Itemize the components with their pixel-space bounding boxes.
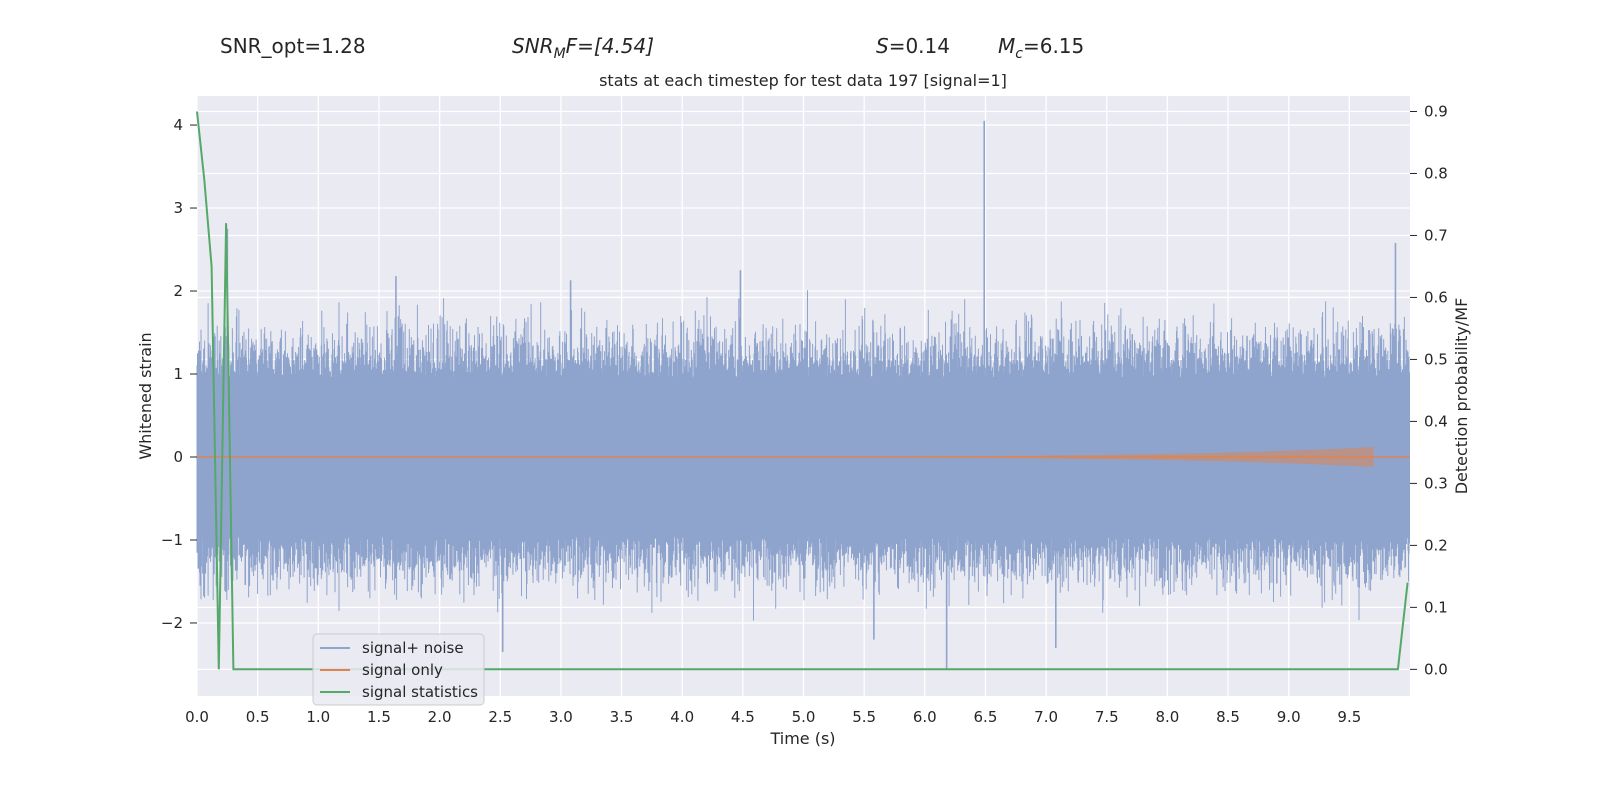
y-left-tick-label: 4 — [173, 116, 183, 134]
y-right-tick-label: 0.3 — [1424, 474, 1448, 492]
y-left-tick-label: 1 — [173, 365, 183, 383]
legend-label-signal-statistics: signal statistics — [362, 683, 478, 701]
y-left-tick-label: −2 — [161, 614, 183, 632]
x-tick-label: 2.0 — [428, 708, 452, 726]
y-right-tick-label: 0.7 — [1424, 226, 1448, 244]
s-label: S=0.14 — [876, 34, 950, 58]
y-right-axis-label: Detection probability/MF — [1452, 298, 1471, 495]
statistics-line — [196, 111, 1409, 671]
legend-box — [312, 633, 485, 706]
x-tick-label: 8.0 — [1155, 708, 1179, 726]
y-left-tick-label: −1 — [161, 531, 183, 549]
series-signal-statistics — [196, 111, 1409, 671]
x-tick-label: 5.5 — [852, 708, 876, 726]
y-left-axis-label: Whitened strain — [136, 332, 155, 459]
y-left-axis-ticks: 4 3 2 1 0 −1 −2 — [161, 116, 197, 632]
legend-label-signal-noise: signal+ noise — [362, 639, 464, 657]
x-tick-label: 4.5 — [731, 708, 755, 726]
x-tick-label: 4.0 — [670, 708, 694, 726]
x-tick-label: 7.5 — [1095, 708, 1119, 726]
legend: signal+ noise signal only signal statist… — [312, 633, 485, 706]
y-left-tick-label: 0 — [173, 448, 183, 466]
x-axis-label: Time (s) — [769, 729, 835, 748]
y-right-tick-label: 0.1 — [1424, 598, 1448, 616]
y-right-tick-label: 0.8 — [1424, 164, 1448, 182]
y-right-tick-label: 0.9 — [1424, 102, 1448, 120]
x-axis-ticks: 0.0 0.5 1.0 1.5 2.0 2.5 3.0 3.5 4.0 4.5 5.0 5.5 6.0 6… — [185, 708, 1361, 726]
snr-mf-label: SNRMF=[4.54] — [512, 34, 654, 62]
x-tick-label: 3.0 — [549, 708, 573, 726]
y-right-tick-label: 0.6 — [1424, 288, 1448, 306]
y-right-tick-label: 0.5 — [1424, 350, 1448, 368]
chart-title: stats at each timestep for test data 197… — [599, 71, 1007, 90]
x-tick-label: 9.0 — [1277, 708, 1301, 726]
x-tick-label: 5.0 — [792, 708, 816, 726]
x-tick-label: 7.0 — [1034, 708, 1058, 726]
x-tick-label: 1.0 — [306, 708, 330, 726]
x-tick-label: 1.5 — [367, 708, 391, 726]
x-tick-label: 2.5 — [488, 708, 512, 726]
legend-label-signal-only: signal only — [362, 661, 443, 679]
y-right-tick-label: 0.2 — [1424, 536, 1448, 554]
y-right-tick-label: 0.0 — [1424, 660, 1448, 678]
x-tick-label: 6.5 — [974, 708, 998, 726]
series-signal-only — [197, 447, 1410, 467]
x-tick-label: 9.5 — [1337, 708, 1361, 726]
x-tick-label: 6.0 — [913, 708, 937, 726]
y-left-tick-label: 2 — [173, 282, 183, 300]
x-tick-label: 3.5 — [610, 708, 634, 726]
y-right-tick-label: 0.4 — [1424, 412, 1448, 430]
x-tick-label: 0.0 — [185, 708, 209, 726]
y-right-axis-ticks: 0.9 0.8 0.7 0.6 0.5 0.4 0.3 0.2 0.1 0.0 — [1410, 102, 1448, 678]
y-left-tick-label: 3 — [173, 199, 183, 217]
mc-label: Mc=6.15 — [998, 34, 1084, 62]
snr-opt-label: SNR_opt=1.28 — [220, 34, 366, 58]
x-tick-label: 0.5 — [246, 708, 270, 726]
x-tick-label: 8.5 — [1216, 708, 1240, 726]
